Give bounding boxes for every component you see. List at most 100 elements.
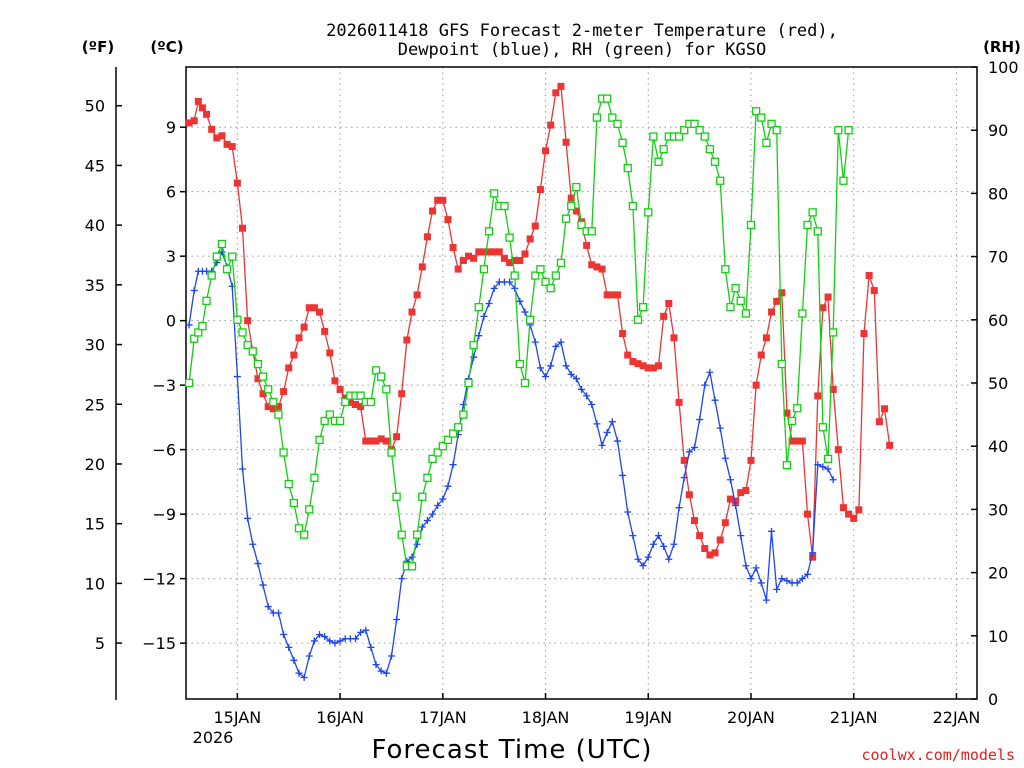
temperature-point xyxy=(254,375,262,383)
rh-point xyxy=(243,340,252,350)
dewpoint-point xyxy=(521,308,529,316)
dewpoint-point xyxy=(249,540,257,548)
temperature-point xyxy=(670,334,678,342)
dewpoint-point xyxy=(809,549,817,557)
dewpoint-point xyxy=(280,631,288,639)
rh-point xyxy=(490,189,499,198)
temperature-point xyxy=(783,409,791,417)
rh-point xyxy=(633,315,643,324)
rh-point xyxy=(423,473,432,482)
rh-point xyxy=(525,315,535,324)
rh-point xyxy=(772,126,781,135)
temperature-point xyxy=(316,308,324,316)
dewpoint-point xyxy=(367,643,375,651)
rh-tick-label: 50 xyxy=(988,374,1008,393)
rh-point xyxy=(710,157,720,166)
temperature-point xyxy=(393,433,401,441)
temperature-point xyxy=(190,117,198,125)
temperature-point xyxy=(208,125,216,133)
temperature-point xyxy=(701,545,709,553)
dewpoint-point xyxy=(711,396,719,404)
dewpoint-point xyxy=(321,633,329,641)
dewpoint-point xyxy=(819,463,827,471)
year-label: 2026 xyxy=(193,728,234,747)
dewpoint-point xyxy=(274,609,282,617)
temperature-point xyxy=(557,82,565,90)
dewpoint-point xyxy=(706,368,714,376)
temperature-point xyxy=(629,358,637,366)
time-tick-label: 19JAN xyxy=(624,708,672,727)
rh-point xyxy=(248,347,257,356)
temperature-point xyxy=(470,254,478,262)
rh-point xyxy=(782,461,792,470)
temperature-point xyxy=(336,385,344,393)
rh-point xyxy=(716,176,725,185)
dewpoint-point xyxy=(665,555,673,563)
temperature-point xyxy=(742,486,750,494)
dewpoint-point xyxy=(300,674,308,682)
rh-point xyxy=(787,416,797,426)
temperature-point xyxy=(269,405,277,413)
fahrenheit-tick-label: 30 xyxy=(85,336,105,355)
dewpoint-point xyxy=(233,373,241,381)
fahrenheit-tick-label: 25 xyxy=(85,395,105,414)
dewpoint-point xyxy=(295,669,303,677)
dewpoint-point xyxy=(552,342,560,350)
rh-point xyxy=(587,227,596,236)
rh-point xyxy=(289,498,299,508)
temperature-point xyxy=(634,360,642,368)
rh-point xyxy=(695,126,704,135)
rh-point xyxy=(603,94,612,103)
rh-point xyxy=(253,359,263,369)
temperature-point xyxy=(352,400,359,408)
temperature-point xyxy=(675,398,683,406)
rh-point xyxy=(659,145,668,154)
temperature-point xyxy=(711,549,719,557)
rh-point xyxy=(541,277,550,287)
dewpoint-point xyxy=(254,560,262,568)
temperature-point xyxy=(459,256,467,264)
temperature-point xyxy=(762,334,770,342)
dewpoint-point xyxy=(475,332,483,340)
time-tick-label: 16JAN xyxy=(316,708,364,727)
dewpoint-point xyxy=(742,562,750,570)
temperature-point xyxy=(567,194,575,202)
rh-point xyxy=(279,448,288,457)
dewpoint-point xyxy=(490,284,498,292)
temperature-point xyxy=(516,256,524,264)
rh-point xyxy=(294,524,304,533)
temperature-point xyxy=(572,207,580,215)
temperature-point xyxy=(290,351,298,359)
temperature-point xyxy=(598,265,606,273)
dewpoint-point xyxy=(670,540,678,548)
fahrenheit-tick-label: 50 xyxy=(85,97,105,116)
temperature-point xyxy=(875,418,883,426)
dewpoint-point xyxy=(691,443,698,451)
rh-point xyxy=(418,492,427,501)
fahrenheit-tick-label: 15 xyxy=(85,515,105,534)
dewpoint-point xyxy=(439,495,447,503)
dewpoint-point xyxy=(798,575,806,583)
series-temperature xyxy=(185,82,894,561)
dewpoint-point xyxy=(480,312,488,320)
dewpoint-point xyxy=(567,370,575,378)
dewpoint-point xyxy=(675,504,683,512)
celsius-tick-label: 6 xyxy=(166,183,176,202)
rh-point xyxy=(818,423,828,432)
rh-point xyxy=(284,479,293,489)
temperature-point xyxy=(526,235,534,243)
dewpoint-point xyxy=(613,437,621,445)
rh-point xyxy=(608,113,617,122)
rh-tick-label: 70 xyxy=(988,248,1008,267)
rh-point xyxy=(184,378,194,388)
dewpoint-point xyxy=(259,581,267,589)
dewpoint-point xyxy=(470,353,478,361)
temperature-line xyxy=(188,84,891,558)
dewpoint-point xyxy=(485,299,493,307)
fahrenheit-tick-label: 20 xyxy=(85,455,105,474)
temperature-point xyxy=(881,405,889,413)
temperature-point xyxy=(203,110,211,118)
temperature-point xyxy=(721,519,729,527)
rh-point xyxy=(325,410,334,419)
celsius-tick-label: −6 xyxy=(152,441,176,460)
